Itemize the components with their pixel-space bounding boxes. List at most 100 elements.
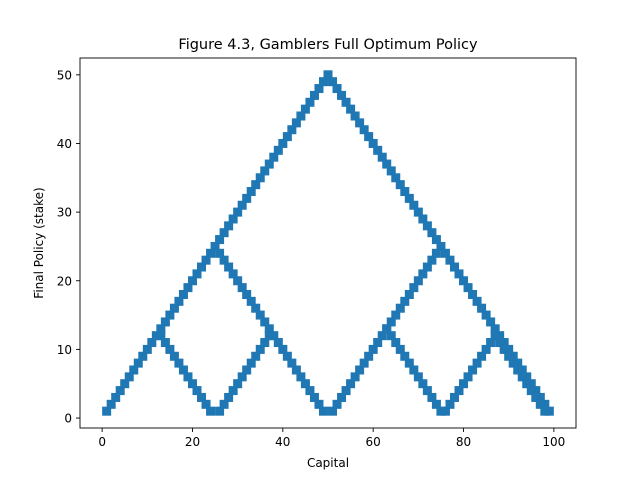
data-point <box>477 351 487 361</box>
data-point <box>386 331 396 341</box>
data-point <box>341 386 351 396</box>
data-point <box>544 406 554 416</box>
data-point <box>332 399 342 409</box>
data-point <box>499 344 509 354</box>
data-point <box>282 351 292 361</box>
y-tick-label: 10 <box>57 343 72 357</box>
data-point <box>535 399 545 409</box>
data-point <box>513 365 523 375</box>
data-point <box>224 262 234 272</box>
x-tick-label: 0 <box>98 435 106 449</box>
data-point <box>233 379 243 389</box>
y-tick-label: 30 <box>57 206 72 220</box>
data-point <box>219 255 229 265</box>
data-point <box>454 269 464 279</box>
data-point <box>382 159 392 169</box>
data-point <box>183 283 193 293</box>
data-point <box>409 283 419 293</box>
data-point <box>431 248 441 258</box>
x-tick-label: 40 <box>275 435 290 449</box>
data-point <box>391 338 401 348</box>
data-point <box>359 125 369 135</box>
data-point <box>355 118 365 128</box>
data-point <box>251 351 261 361</box>
data-point <box>332 84 342 94</box>
data-point <box>350 372 360 382</box>
data-point <box>522 372 532 382</box>
data-point <box>350 111 360 121</box>
data-point <box>206 406 216 416</box>
data-point <box>341 97 351 107</box>
data-point <box>296 372 306 382</box>
data-point <box>418 379 428 389</box>
data-point <box>517 372 527 382</box>
data-point <box>431 235 441 245</box>
data-point <box>201 399 211 409</box>
data-point <box>395 303 405 313</box>
data-point <box>368 344 378 354</box>
data-point <box>305 386 315 396</box>
data-point <box>422 386 432 396</box>
data-point <box>413 372 423 382</box>
data-point <box>540 406 550 416</box>
data-point <box>237 200 247 210</box>
data-point <box>282 132 292 142</box>
data-point <box>219 228 229 238</box>
data-point <box>526 386 536 396</box>
data-point <box>296 111 306 121</box>
x-tick-label: 60 <box>366 435 381 449</box>
data-point <box>192 269 202 279</box>
data-point <box>215 235 225 245</box>
data-point <box>269 331 279 341</box>
x-tick-label: 100 <box>542 435 565 449</box>
data-point <box>178 289 188 299</box>
data-point <box>454 386 464 396</box>
data-point <box>165 310 175 320</box>
data-point <box>386 317 396 327</box>
data-point <box>255 173 265 183</box>
data-point <box>260 166 270 176</box>
data-point <box>373 145 383 155</box>
data-point <box>517 365 527 375</box>
data-point <box>314 84 324 94</box>
data-point <box>472 358 482 368</box>
data-point <box>142 344 152 354</box>
data-point <box>138 351 148 361</box>
data-point <box>436 241 446 251</box>
data-point <box>504 351 514 361</box>
data-point <box>413 207 423 217</box>
data-point <box>422 262 432 272</box>
data-point <box>228 214 238 224</box>
data-point <box>273 145 283 155</box>
data-point <box>346 379 356 389</box>
data-point <box>246 296 256 306</box>
data-point <box>355 365 365 375</box>
data-point <box>481 344 491 354</box>
data-point <box>409 365 419 375</box>
data-points <box>102 70 554 416</box>
data-point <box>174 296 184 306</box>
data-point <box>120 379 130 389</box>
data-point <box>449 262 459 272</box>
data-point <box>395 180 405 190</box>
data-point <box>219 399 229 409</box>
data-point <box>160 338 170 348</box>
plot-frame <box>79 57 577 429</box>
data-point <box>242 365 252 375</box>
data-point <box>237 372 247 382</box>
data-point <box>427 392 437 402</box>
data-point <box>377 152 387 162</box>
data-point <box>147 338 157 348</box>
data-point <box>436 406 446 416</box>
data-point <box>318 406 328 416</box>
data-point <box>386 166 396 176</box>
data-point <box>359 358 369 368</box>
x-tick-label: 80 <box>456 435 471 449</box>
chart-title: Figure 4.3, Gamblers Full Optimum Policy <box>178 37 478 53</box>
data-point <box>481 310 491 320</box>
data-point <box>459 379 469 389</box>
data-point <box>495 338 505 348</box>
data-point <box>323 70 333 80</box>
data-point <box>278 138 288 148</box>
data-point <box>309 392 319 402</box>
